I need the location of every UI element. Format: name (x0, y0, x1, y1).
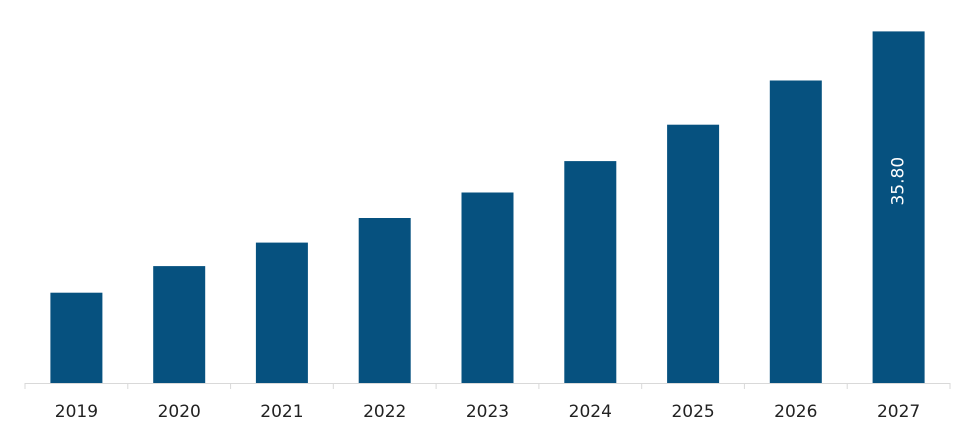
bar-2022 (358, 218, 411, 383)
bar-2020 (153, 266, 206, 383)
bar-2024 (564, 161, 617, 383)
x-tick-label-2027: 2027 (877, 402, 920, 422)
x-axis (24, 383, 951, 389)
bar-2026 (769, 80, 822, 383)
data-labels: 35.80 (889, 157, 909, 206)
bar-2023 (461, 192, 514, 383)
bar-2025 (667, 124, 720, 383)
x-tick-label-2025: 2025 (671, 402, 714, 422)
bar-2021 (255, 242, 308, 383)
bar-2027 (872, 31, 925, 384)
x-tick-labels: 2019 2020 2021 2022 2023 2024 2025 2026 2027 (55, 402, 920, 422)
x-tick-label-2023: 2023 (466, 402, 509, 422)
x-tick-label-2022: 2022 (363, 402, 406, 422)
x-tick-label-2024: 2024 (569, 402, 612, 422)
x-tick-label-2021: 2021 (260, 402, 303, 422)
bar-2019 (50, 292, 103, 383)
x-tick-label-2026: 2026 (774, 402, 817, 422)
bars-group (50, 31, 925, 384)
data-label-2027: 35.80 (889, 157, 909, 206)
x-tick-label-2020: 2020 (158, 402, 201, 422)
x-tick-label-2019: 2019 (55, 402, 98, 422)
